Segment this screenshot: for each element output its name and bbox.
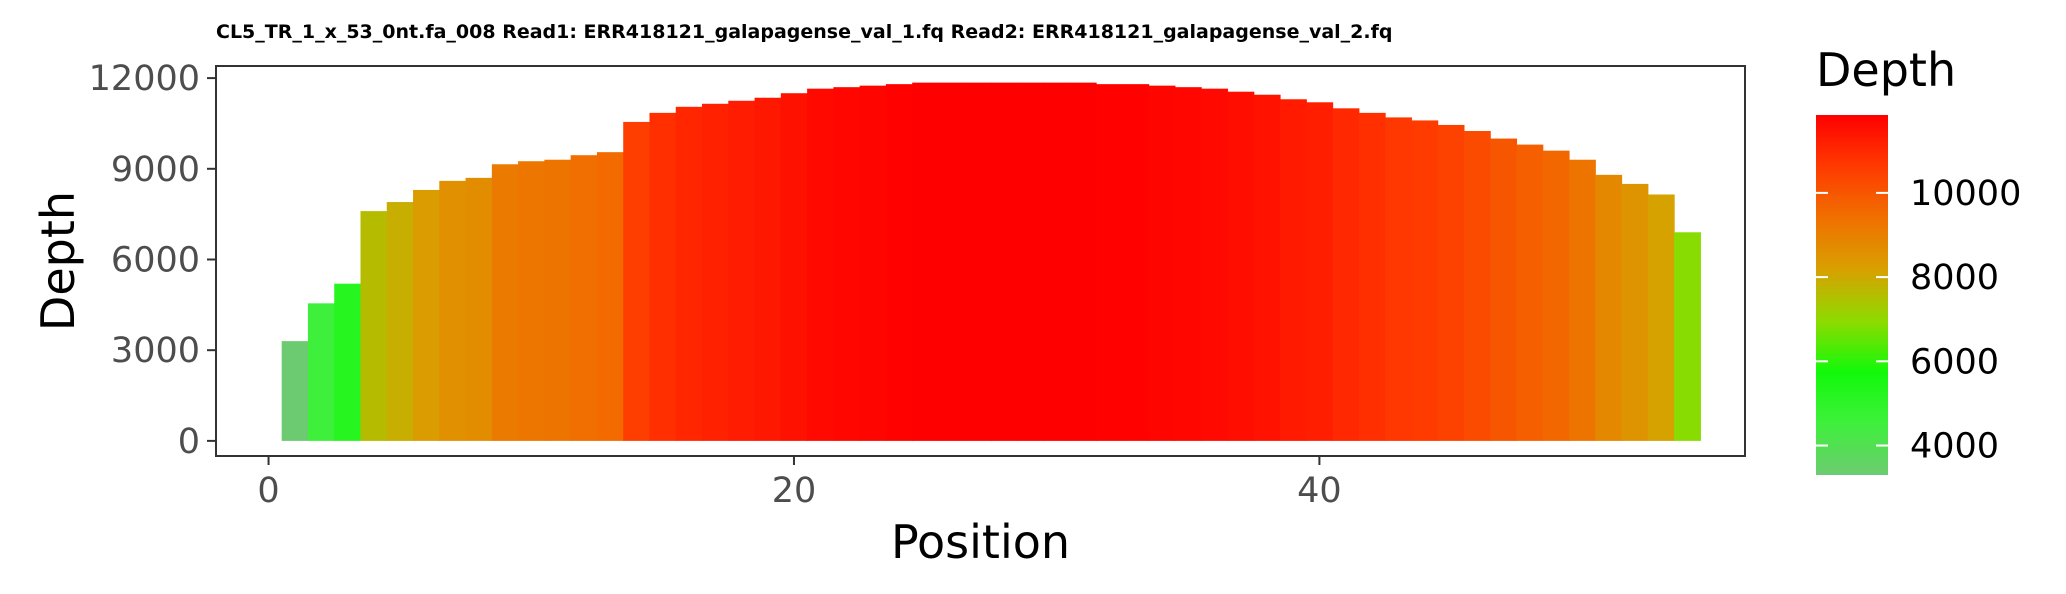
- depth-bar: [1490, 138, 1518, 441]
- depth-bar: [938, 82, 966, 441]
- depth-bar: [1069, 82, 1097, 441]
- depth-bar: [596, 152, 624, 441]
- legend-tick-label: 4000: [1910, 427, 1999, 467]
- depth-bar: [1227, 91, 1255, 441]
- legend-colorbar: [1816, 115, 1888, 475]
- depth-bar: [1674, 232, 1701, 441]
- depth-bar: [1122, 84, 1150, 441]
- y-axis: 0 3000 6000 9000 12000: [89, 59, 216, 462]
- depth-bar: [1516, 144, 1544, 441]
- depth-bar: [1043, 82, 1071, 441]
- depth-bar: [544, 159, 572, 441]
- y-tick-label: 12000: [89, 59, 200, 99]
- depth-bar: [885, 84, 913, 441]
- depth-bar: [439, 180, 467, 441]
- x-axis-title: Position: [891, 515, 1070, 569]
- bars-layer: [281, 82, 1701, 441]
- depth-bar: [1332, 108, 1360, 441]
- legend-tick-label: 6000: [1910, 342, 1999, 382]
- depth-bar: [807, 88, 834, 441]
- depth-bar: [1437, 124, 1465, 441]
- depth-bar: [413, 189, 440, 441]
- depth-bar: [964, 82, 992, 441]
- depth-bar: [465, 177, 493, 441]
- depth-bar: [1595, 174, 1623, 441]
- depth-bar: [859, 85, 887, 441]
- depth-bar: [1621, 183, 1649, 441]
- y-tick-label: 3000: [111, 331, 200, 371]
- depth-bar: [991, 82, 1018, 441]
- depth-bar: [754, 97, 782, 441]
- depth-bar: [1463, 131, 1491, 441]
- depth-bar: [334, 283, 362, 441]
- x-tick-label: 20: [772, 471, 817, 511]
- depth-bar: [1201, 88, 1229, 441]
- depth-bar: [1358, 112, 1386, 441]
- y-tick-label: 9000: [111, 150, 200, 190]
- x-tick-label: 0: [257, 471, 279, 511]
- depth-bar: [1306, 102, 1334, 441]
- depth-bar: [675, 106, 703, 441]
- y-axis-title: Depth: [31, 191, 85, 331]
- legend-ticks: 4000 6000 8000 10000: [1816, 174, 2021, 467]
- depth-bar: [1647, 194, 1675, 441]
- depth-bar: [1385, 117, 1412, 441]
- depth-bar: [386, 202, 414, 441]
- depth-bar: [780, 93, 808, 441]
- depth-bar: [518, 161, 545, 441]
- depth-bar: [360, 211, 388, 441]
- legend-tick-label: 8000: [1910, 258, 1999, 298]
- depth-bar: [491, 164, 519, 441]
- plot-panel-border: [215, 65, 1746, 457]
- depth-bar: [728, 100, 756, 441]
- legend-tick-label: 10000: [1910, 174, 2021, 214]
- depth-bar: [1017, 82, 1045, 441]
- depth-bar: [1411, 120, 1439, 441]
- depth-bar: [281, 341, 309, 441]
- y-tick-label: 6000: [111, 240, 200, 280]
- x-axis: 0 20 40: [257, 456, 1342, 511]
- depth-bar: [623, 121, 651, 441]
- legend-title: Depth: [1816, 43, 1956, 97]
- y-tick-label: 0: [178, 422, 200, 462]
- depth-bar: [1279, 99, 1307, 441]
- depth-bar: [702, 103, 729, 441]
- depth-bar: [307, 303, 335, 441]
- depth-bar: [1174, 87, 1202, 441]
- chart-title: CL5_TR_1_x_53_0nt.fa_008 Read1: ERR41812…: [216, 21, 1393, 43]
- depth-bar: [1096, 84, 1123, 441]
- x-tick-label: 40: [1297, 471, 1342, 511]
- depth-bar: [833, 87, 861, 441]
- depth-bar: [570, 155, 598, 441]
- depth-bar: [1253, 94, 1281, 441]
- depth-bar: [912, 82, 940, 441]
- depth-bar: [1542, 150, 1570, 441]
- color-legend: Depth 4000 6000 8000 10000: [1816, 43, 2021, 475]
- depth-bar: [1568, 159, 1596, 441]
- depth-bar: [1148, 85, 1176, 441]
- depth-bar: [649, 112, 677, 441]
